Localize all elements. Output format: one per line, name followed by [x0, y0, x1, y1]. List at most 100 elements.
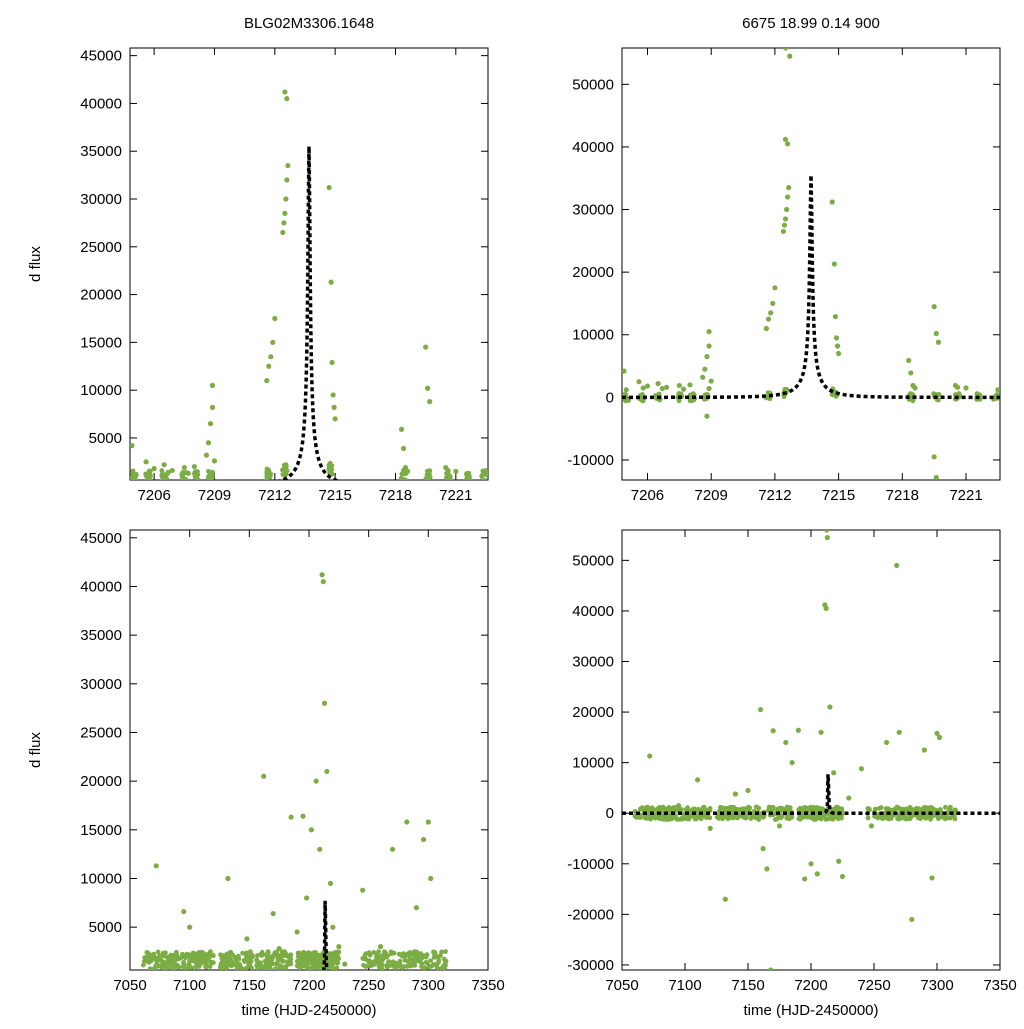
data-point [255, 966, 261, 970]
data-point [146, 954, 151, 960]
y-tick-label: -30000 [567, 957, 614, 974]
data-point [846, 795, 852, 801]
data-point [181, 960, 187, 966]
data-point [185, 470, 191, 476]
data-point [881, 814, 887, 820]
data-point [131, 477, 137, 480]
data-point [764, 866, 770, 872]
data-point [327, 880, 334, 886]
data-point [644, 805, 649, 810]
data-point [421, 966, 427, 970]
data-point [909, 391, 915, 397]
data-point [130, 442, 135, 449]
data-point [374, 956, 380, 962]
y-tick-label: 5000 [89, 430, 122, 447]
data-point [280, 229, 286, 236]
data-point [384, 954, 389, 960]
data-point [330, 955, 336, 961]
data-point [425, 385, 431, 391]
y-tick-label: 40000 [572, 139, 614, 156]
data-point [901, 814, 907, 820]
x-tick-label: 7218 [379, 487, 412, 504]
data-point [907, 815, 913, 820]
data-point [663, 384, 670, 390]
data-point [360, 887, 366, 893]
data-point [934, 730, 940, 736]
y-tick-label: 20000 [572, 264, 614, 281]
data-point [659, 385, 665, 392]
data-point [410, 950, 415, 956]
data-point [933, 474, 939, 480]
data-point [232, 954, 238, 960]
data-point [294, 929, 300, 935]
data-point [379, 954, 385, 960]
x-tick-label: 7050 [605, 977, 638, 994]
data-point [814, 871, 820, 877]
x-tick-label: 7212 [758, 487, 791, 504]
data-point [282, 89, 288, 95]
data-point [203, 964, 209, 970]
data-point [776, 823, 783, 829]
panel-bottom-right: 7050 7100 7150 7200 7250 7300 7350 -30000 -20000… [567, 529, 1017, 1019]
plot-frame [129, 529, 489, 971]
data-point [802, 876, 808, 882]
data-point [439, 966, 445, 970]
data-point [294, 963, 300, 969]
data-point [700, 374, 706, 380]
data-point [181, 464, 187, 471]
data-point [194, 479, 198, 480]
y-tick-label: 30000 [572, 653, 614, 670]
data-point [203, 452, 210, 458]
data-point [745, 787, 751, 794]
data-point [832, 313, 839, 320]
data-point [313, 954, 319, 959]
data-point [829, 199, 835, 205]
data-point [947, 804, 953, 810]
data-point [706, 385, 712, 392]
data-point [787, 805, 793, 811]
data-point [795, 727, 802, 733]
data-point [305, 962, 310, 968]
data-point [191, 471, 197, 477]
data-point [412, 963, 418, 968]
data-point [164, 954, 170, 960]
data-point [171, 966, 177, 970]
data-point [956, 391, 962, 396]
data-point [334, 960, 339, 966]
x-tick-label: 7206 [137, 487, 170, 504]
data-point [756, 805, 762, 811]
data-point [768, 310, 774, 316]
y-tick-label: 15000 [80, 822, 122, 839]
plot-frame [621, 47, 1001, 481]
data-point [282, 210, 288, 216]
panel-bottom-left: 7050 7100 7150 7200 7250 7300 7350 5000 10000 150… [27, 529, 505, 1019]
y-tick-label: -10000 [567, 856, 614, 873]
data-point [196, 964, 202, 969]
data-point [329, 471, 335, 477]
data-point [300, 813, 306, 819]
fit-curve [622, 774, 1000, 815]
data-point [681, 816, 687, 821]
data-point [332, 416, 338, 422]
data-point [780, 228, 786, 235]
data-point [383, 950, 389, 956]
data-point [704, 413, 710, 419]
data-point [261, 773, 267, 779]
data-point [783, 206, 790, 213]
data-point [823, 605, 829, 611]
data-point [146, 959, 152, 965]
data-point [687, 382, 693, 388]
data-point [315, 966, 321, 970]
data-point [224, 951, 230, 957]
data-point [151, 465, 157, 472]
data-point [448, 479, 452, 480]
data-point [865, 806, 871, 811]
data-point [623, 387, 629, 393]
chart-title: 6675 18.99 0.14 900 [742, 15, 880, 32]
data-point [191, 464, 197, 470]
plot-area [622, 48, 1000, 480]
data-point [663, 816, 669, 822]
data-point [324, 768, 330, 775]
data-point [329, 359, 335, 366]
